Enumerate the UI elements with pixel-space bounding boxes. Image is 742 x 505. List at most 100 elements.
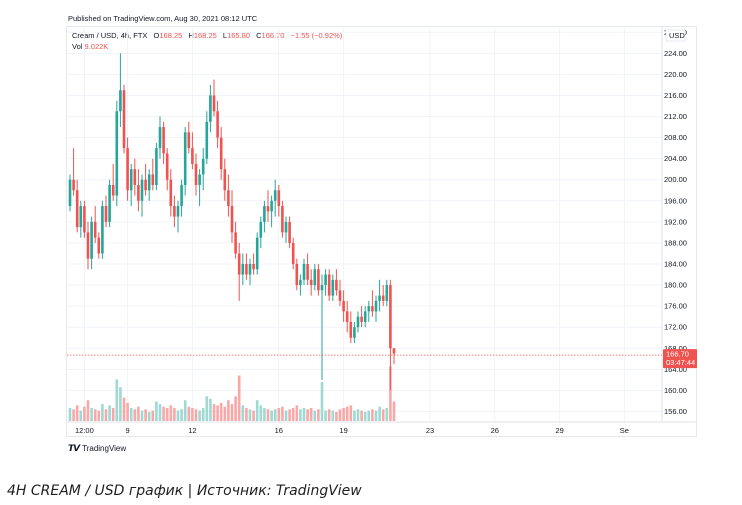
high-value: 168.25 — [193, 31, 217, 40]
volume-bar — [162, 406, 165, 421]
volume-bar — [255, 400, 259, 421]
y-tick-label: 164.00 — [664, 365, 687, 374]
candle-body — [194, 163, 198, 185]
volume-bar — [212, 404, 216, 421]
x-tick-label: 12:00 — [75, 426, 94, 435]
candle-body — [122, 90, 126, 149]
volume-bar — [72, 409, 75, 421]
candle-body — [173, 206, 176, 217]
y-tick-label: 212.00 — [664, 112, 687, 121]
y-tick-label: 204.00 — [664, 154, 687, 163]
volume-bar — [245, 408, 248, 421]
close-value: 166.70 — [261, 31, 285, 40]
volume-bar — [140, 410, 144, 421]
volume-bar — [219, 402, 223, 421]
candle-body — [209, 95, 212, 122]
candle-body — [129, 169, 133, 191]
symbol-label[interactable]: Cream / USD, 4h, FTX — [72, 31, 148, 40]
volume-bar — [86, 400, 90, 421]
tradingview-logo[interactable]: 𝙏𝙑 TradingView — [68, 443, 126, 454]
candle-body — [385, 285, 389, 301]
volume-bar — [216, 405, 219, 421]
candle-body — [284, 221, 288, 233]
candle-body — [119, 90, 122, 112]
open-label: O — [153, 31, 160, 40]
volume-bar — [126, 402, 129, 421]
low-value: 165.80 — [227, 31, 251, 40]
y-tick-label: 196.00 — [664, 196, 687, 205]
close-label: C — [256, 31, 262, 40]
volume-bar — [79, 410, 83, 421]
volume-bar — [83, 406, 86, 421]
candle-body — [259, 221, 263, 238]
volume-bar — [90, 408, 93, 421]
candle-body — [133, 169, 137, 185]
volume-bar — [237, 375, 241, 421]
volume-bar — [313, 410, 317, 421]
volume-bar — [115, 379, 119, 421]
candle-body — [363, 311, 367, 322]
chart-frame — [66, 26, 697, 437]
y-tick-label: 224.00 — [664, 49, 687, 58]
last-price-tag — [663, 349, 697, 369]
candle-body — [331, 279, 335, 296]
volume-bar — [381, 409, 385, 421]
candle-body — [104, 206, 108, 222]
candle-body — [223, 169, 227, 191]
candle-body — [335, 279, 338, 291]
candle-body — [191, 148, 194, 164]
x-tick-label: 16 — [275, 426, 283, 435]
candle-body — [255, 237, 259, 270]
tradingview-label: TradingView — [82, 444, 127, 453]
volume-bar — [302, 408, 306, 421]
candle-body — [144, 179, 147, 191]
volume-bar — [234, 396, 237, 421]
x-tick-label: 12 — [188, 426, 196, 435]
volume-bar — [295, 405, 299, 421]
x-tick-label: 26 — [491, 426, 499, 435]
volume-bar — [288, 409, 291, 421]
candle-body — [270, 200, 273, 212]
image-caption: 4H CREAM / USD график | Источник: Tradin… — [7, 483, 362, 499]
volume-bar — [108, 405, 111, 421]
candle-body — [266, 206, 270, 212]
y-tick-label: 192.00 — [664, 217, 687, 226]
candle-body — [227, 190, 230, 207]
volume-bar — [205, 396, 209, 421]
volume-bar — [291, 408, 295, 421]
volume-bar — [111, 408, 115, 421]
volume-bar — [327, 409, 331, 421]
volume-bar — [320, 382, 324, 421]
candle-body — [180, 185, 183, 207]
candle-body — [374, 300, 378, 312]
volume-bar — [241, 405, 245, 421]
volume-bar — [68, 408, 72, 421]
candle-body — [281, 206, 284, 233]
volume-legend: Vol 9.022K — [72, 42, 108, 51]
candle-body — [241, 264, 245, 275]
x-tick-label: 9 — [126, 426, 130, 435]
candle-body — [101, 206, 104, 254]
open-value: 168.25 — [159, 31, 183, 40]
volume-bar — [165, 408, 169, 421]
candle-body — [291, 242, 295, 264]
volume-bar — [104, 409, 108, 421]
y-tick-label: 200.00 — [664, 175, 687, 184]
volume-bar — [75, 405, 79, 421]
volume-bar — [101, 404, 104, 421]
volume-bar — [270, 410, 273, 421]
candle-body — [230, 206, 234, 233]
candle-body — [86, 232, 90, 259]
candle-body — [83, 206, 86, 233]
candle-body — [306, 264, 309, 280]
volume-bar — [147, 411, 151, 421]
volume-bar — [356, 409, 360, 421]
volume-bar — [155, 401, 158, 421]
change-value: −1.55 (−0.92%) — [290, 31, 343, 40]
volume-bar — [317, 409, 320, 421]
volume-bar — [173, 408, 176, 421]
candle-body — [72, 179, 75, 191]
candle-body — [169, 179, 173, 207]
high-label: H — [188, 31, 194, 40]
